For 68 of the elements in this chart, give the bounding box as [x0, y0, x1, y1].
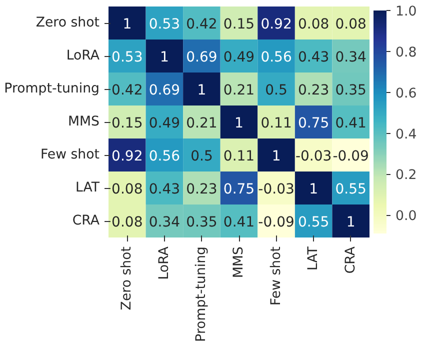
data-label: 1: [234, 116, 244, 132]
data-label: 0.11: [223, 148, 255, 164]
x-tick-label: CRA: [343, 246, 358, 274]
data-label: 0.43: [298, 50, 330, 66]
data-label: 0.56: [148, 148, 180, 164]
data-label: 0.43: [148, 182, 180, 198]
data-label: 0.21: [186, 116, 218, 132]
data-label: 0.15: [112, 116, 143, 132]
data-label: 0.34: [335, 50, 367, 66]
data-label: 0.5: [265, 82, 288, 98]
y-tick-label: LoRA: [66, 48, 100, 64]
color-bar-label: 0.0: [396, 209, 417, 224]
data-label: 0.42: [186, 16, 218, 32]
data-label: 0.08: [335, 16, 366, 32]
data-label: 0.5: [190, 148, 213, 164]
x-tick-label: Prompt-tuning: [194, 246, 210, 342]
y-tick-label: Few shot: [40, 148, 100, 162]
y-tick-label: LAT: [76, 180, 100, 196]
data-label: 1: [160, 50, 169, 66]
data-label: 0.08: [112, 214, 143, 230]
data-label: 0.53: [148, 16, 180, 32]
color-bar-label: 0.2: [396, 168, 417, 184]
data-label: 0.35: [186, 214, 218, 230]
data-label: 0.15: [223, 16, 255, 32]
data-label: 0.92: [260, 16, 292, 32]
color-bar-label: 0.4: [396, 127, 417, 142]
data-label: 0.23: [186, 182, 218, 198]
x-tick-label: LAT: [306, 246, 322, 270]
data-label: 0.42: [112, 82, 143, 98]
x-tick-label: Few shot: [268, 246, 284, 306]
data-label: 0.69: [148, 82, 180, 98]
data-label: 1: [122, 16, 132, 32]
data-label: 0.55: [335, 182, 366, 198]
color-bar-label: 0.6: [396, 86, 417, 102]
data-label: 0.11: [260, 116, 292, 132]
color-bar-label: 0.8: [396, 45, 417, 60]
data-label: 0.41: [335, 116, 366, 132]
data-label: -0.09: [332, 148, 369, 164]
data-label: 0.69: [186, 50, 218, 66]
data-label: -0.09: [258, 214, 294, 230]
data-label: 1: [272, 148, 281, 164]
data-label: 1: [346, 214, 356, 230]
data-label: 0.53: [112, 50, 143, 66]
data-label: 1: [197, 82, 206, 98]
data-label: 0.08: [112, 182, 143, 198]
y-tick-label: MMS: [68, 114, 100, 130]
data-label: 0.41: [223, 214, 255, 230]
data-label: 0.92: [112, 148, 143, 164]
y-tick-label: Prompt-tuning: [4, 82, 100, 96]
x-tick-label: MMS: [232, 246, 246, 278]
data-label: 0.21: [223, 82, 255, 98]
data-label: 1: [309, 182, 318, 198]
data-label: -0.03: [258, 182, 294, 198]
data-label: 0.23: [298, 82, 330, 98]
data-label: 0.56: [260, 50, 292, 66]
data-label: 0.35: [335, 82, 366, 98]
x-tick-label: LoRA: [156, 246, 172, 280]
data-label: -0.03: [295, 148, 332, 164]
data-label: 0.75: [223, 182, 255, 198]
y-tick-label: Zero shot: [36, 16, 100, 30]
data-label: 0.08: [298, 16, 330, 32]
y-tick-label: CRA: [72, 214, 100, 228]
data-label: 0.75: [298, 116, 330, 132]
data-label: 0.49: [148, 116, 180, 132]
color-bar-label: 1.0: [396, 4, 417, 20]
data-label: 0.34: [148, 214, 180, 230]
data-label: 0.55: [298, 214, 330, 230]
data-label: 0.49: [223, 50, 255, 66]
